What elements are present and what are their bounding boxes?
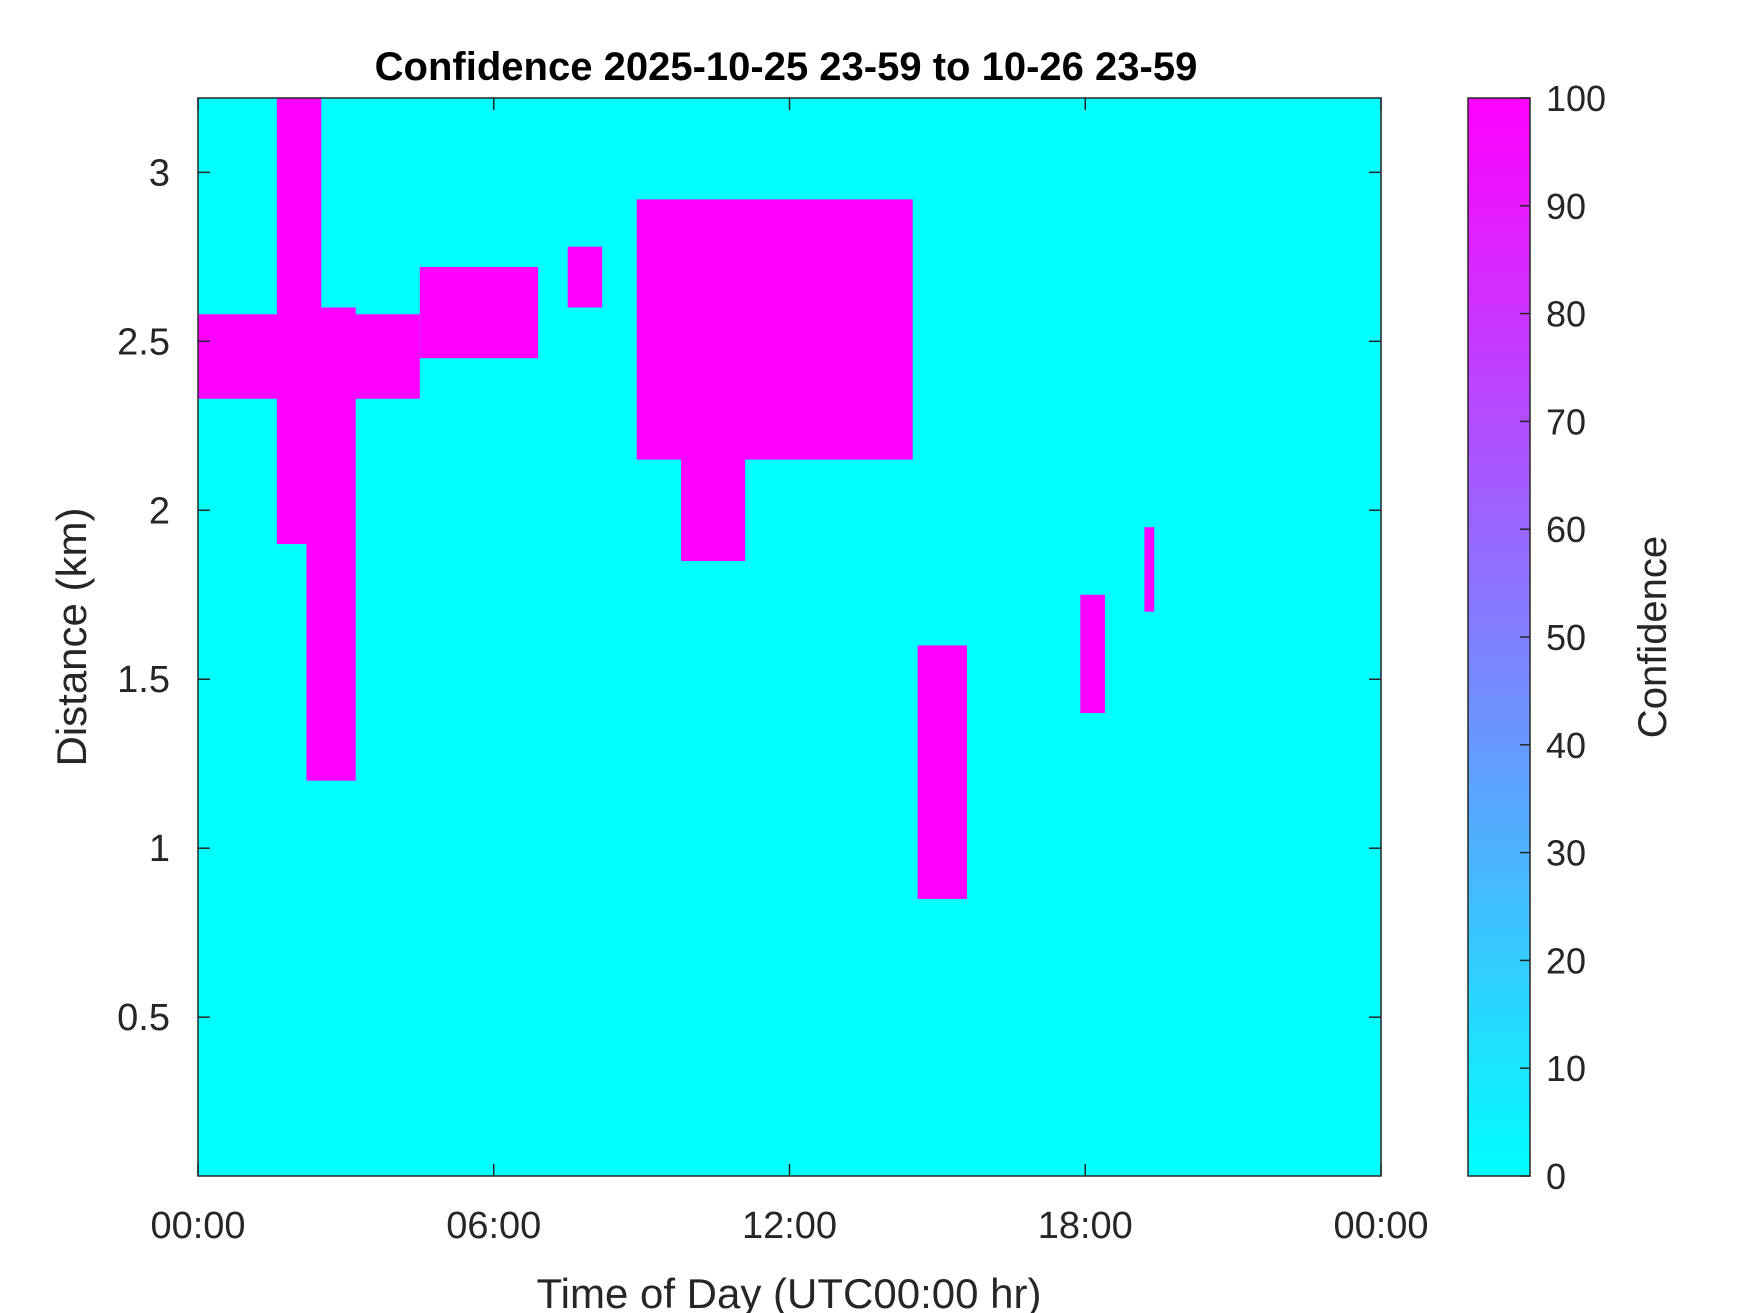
colorbar-tick-label: 50 xyxy=(1546,617,1586,658)
y-axis-label: Distance (km) xyxy=(48,507,95,766)
colorbar-ticks: 0 10 20 30 40 50 60 70 80 90 100 xyxy=(1520,78,1606,1197)
colorbar-tick-label: 40 xyxy=(1546,725,1586,766)
heatmap-cells xyxy=(198,98,1155,899)
colorbar-tick-label: 70 xyxy=(1546,401,1586,442)
x-axis: 00:00 06:00 12:00 18:00 00:00 xyxy=(150,98,1429,1247)
colorbar-tick-label: 30 xyxy=(1546,833,1586,874)
heatmap-region xyxy=(917,645,967,899)
colorbar-gradient xyxy=(1467,97,1531,1177)
heatmap-region xyxy=(681,392,746,561)
x-tick-label: 00:00 xyxy=(150,1205,245,1247)
colorbar-tick-label: 100 xyxy=(1546,78,1606,119)
y-tick-label: 2.5 xyxy=(117,321,170,363)
colorbar-label: Confidence xyxy=(1631,536,1675,738)
x-tick-label: 00:00 xyxy=(1333,1205,1428,1247)
heatmap-region xyxy=(1144,527,1155,612)
chart-title: Confidence 2025-10-25 23-59 to 10-26 23-… xyxy=(375,45,1198,89)
heatmap-region xyxy=(636,199,913,460)
heatmap-region xyxy=(1080,594,1105,714)
y-tick-label: 1.5 xyxy=(117,659,170,701)
colorbar: 0 10 20 30 40 50 60 70 80 90 100 xyxy=(1467,78,1606,1197)
x-tick-label: 06:00 xyxy=(446,1205,541,1247)
x-axis-label: Time of Day (UTC00:00 hr) xyxy=(537,1270,1042,1313)
x-tick-label: 18:00 xyxy=(1038,1205,1133,1247)
colorbar-tick-label: 80 xyxy=(1546,294,1586,335)
x-tick-label: 12:00 xyxy=(742,1205,837,1247)
plot-area xyxy=(197,97,1382,1177)
colorbar-tick-label: 90 xyxy=(1546,186,1586,227)
colorbar-tick-label: 10 xyxy=(1546,1048,1586,1089)
colorbar-tick-label: 20 xyxy=(1546,940,1586,981)
y-tick-label: 0.5 xyxy=(117,997,170,1039)
y-tick-label: 1 xyxy=(149,828,170,870)
y-tick-label: 3 xyxy=(149,152,170,194)
y-tick-label: 2 xyxy=(149,490,170,532)
heatmap-region xyxy=(567,246,603,308)
y-axis: 0.5 1 1.5 2 2.5 3 xyxy=(117,152,1381,1039)
colorbar-tick-label: 60 xyxy=(1546,509,1586,550)
colorbar-tick-label: 0 xyxy=(1546,1156,1566,1197)
heatmap-region xyxy=(419,266,539,359)
heatmap-region xyxy=(306,307,356,781)
